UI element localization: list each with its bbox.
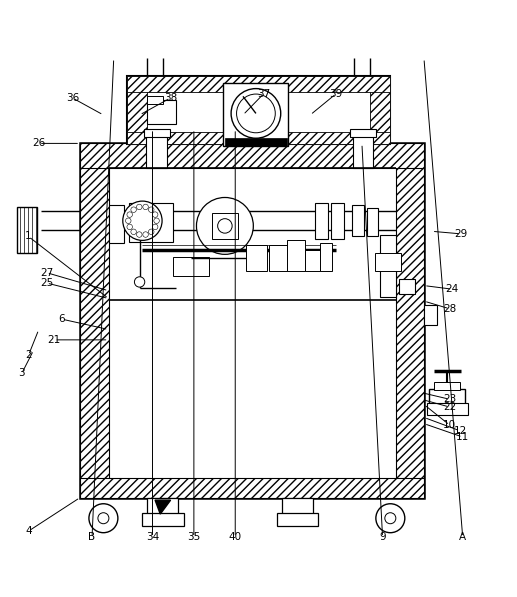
Bar: [225, 139, 287, 146]
Bar: [429, 389, 465, 405]
Text: 21: 21: [48, 335, 61, 345]
Bar: [223, 83, 288, 146]
Bar: [127, 76, 147, 144]
Circle shape: [131, 229, 136, 235]
Bar: [305, 250, 320, 271]
Text: 24: 24: [446, 284, 459, 294]
Circle shape: [231, 88, 281, 139]
Circle shape: [148, 207, 154, 213]
Circle shape: [134, 277, 145, 287]
Text: 22: 22: [443, 402, 457, 412]
Circle shape: [218, 219, 232, 233]
Circle shape: [153, 224, 158, 230]
Text: 37: 37: [257, 89, 270, 99]
Bar: [246, 245, 267, 271]
Bar: [331, 202, 344, 239]
Text: 11: 11: [456, 432, 469, 442]
Text: 6: 6: [59, 314, 65, 324]
Bar: [352, 205, 364, 236]
Text: 29: 29: [454, 229, 468, 239]
Bar: [287, 240, 305, 271]
Circle shape: [136, 232, 142, 237]
Bar: [212, 213, 238, 239]
Text: 39: 39: [329, 89, 343, 99]
Text: 28: 28: [443, 304, 457, 314]
Bar: [399, 279, 415, 294]
Bar: [269, 245, 287, 271]
Bar: [350, 130, 376, 137]
Text: 12: 12: [453, 426, 467, 436]
Bar: [127, 131, 390, 144]
Text: A: A: [459, 533, 466, 542]
Circle shape: [127, 212, 132, 217]
Bar: [370, 76, 390, 144]
Bar: [80, 478, 424, 497]
Bar: [127, 76, 390, 144]
Text: 2: 2: [25, 350, 32, 361]
Text: 9: 9: [379, 533, 386, 542]
Text: 4: 4: [25, 526, 32, 536]
Bar: [129, 204, 173, 242]
Text: 25: 25: [40, 278, 53, 288]
Text: 26: 26: [32, 139, 45, 149]
Circle shape: [143, 204, 148, 210]
Circle shape: [153, 212, 158, 217]
Circle shape: [154, 218, 159, 223]
Circle shape: [98, 513, 109, 524]
Text: 34: 34: [146, 533, 159, 542]
Bar: [127, 76, 390, 92]
Circle shape: [123, 201, 162, 241]
Circle shape: [126, 218, 131, 223]
Text: 1: 1: [25, 232, 32, 241]
Bar: [375, 253, 401, 271]
Bar: [147, 497, 178, 514]
Circle shape: [376, 504, 405, 533]
Bar: [146, 134, 167, 168]
Bar: [80, 143, 424, 168]
Bar: [434, 382, 460, 390]
Bar: [17, 207, 37, 253]
Bar: [380, 235, 396, 297]
Text: 3: 3: [19, 368, 25, 378]
Bar: [80, 143, 109, 497]
Circle shape: [143, 232, 148, 237]
Circle shape: [148, 229, 154, 235]
Text: 27: 27: [40, 267, 53, 278]
Bar: [282, 497, 313, 514]
Text: 38: 38: [164, 93, 177, 103]
Bar: [144, 130, 170, 137]
Bar: [424, 304, 437, 325]
Circle shape: [196, 198, 253, 254]
Text: 35: 35: [187, 533, 201, 542]
Bar: [109, 205, 124, 243]
Text: B: B: [88, 533, 96, 542]
Circle shape: [89, 504, 118, 533]
Bar: [80, 143, 424, 497]
Text: 36: 36: [66, 93, 79, 103]
Circle shape: [136, 204, 142, 210]
Text: 23: 23: [443, 394, 457, 404]
Polygon shape: [155, 500, 171, 514]
Text: 10: 10: [443, 420, 457, 430]
Bar: [147, 96, 163, 104]
Bar: [173, 257, 209, 276]
Bar: [320, 242, 332, 271]
Bar: [427, 404, 468, 415]
Bar: [277, 513, 318, 526]
Circle shape: [127, 224, 132, 230]
Bar: [353, 134, 373, 168]
Circle shape: [385, 513, 396, 524]
Bar: [315, 202, 328, 239]
Circle shape: [237, 94, 275, 133]
Bar: [396, 143, 424, 497]
Bar: [147, 100, 176, 124]
Bar: [142, 513, 184, 526]
Bar: [109, 300, 396, 478]
Circle shape: [131, 207, 136, 213]
Bar: [367, 208, 378, 236]
Text: 40: 40: [229, 533, 242, 542]
